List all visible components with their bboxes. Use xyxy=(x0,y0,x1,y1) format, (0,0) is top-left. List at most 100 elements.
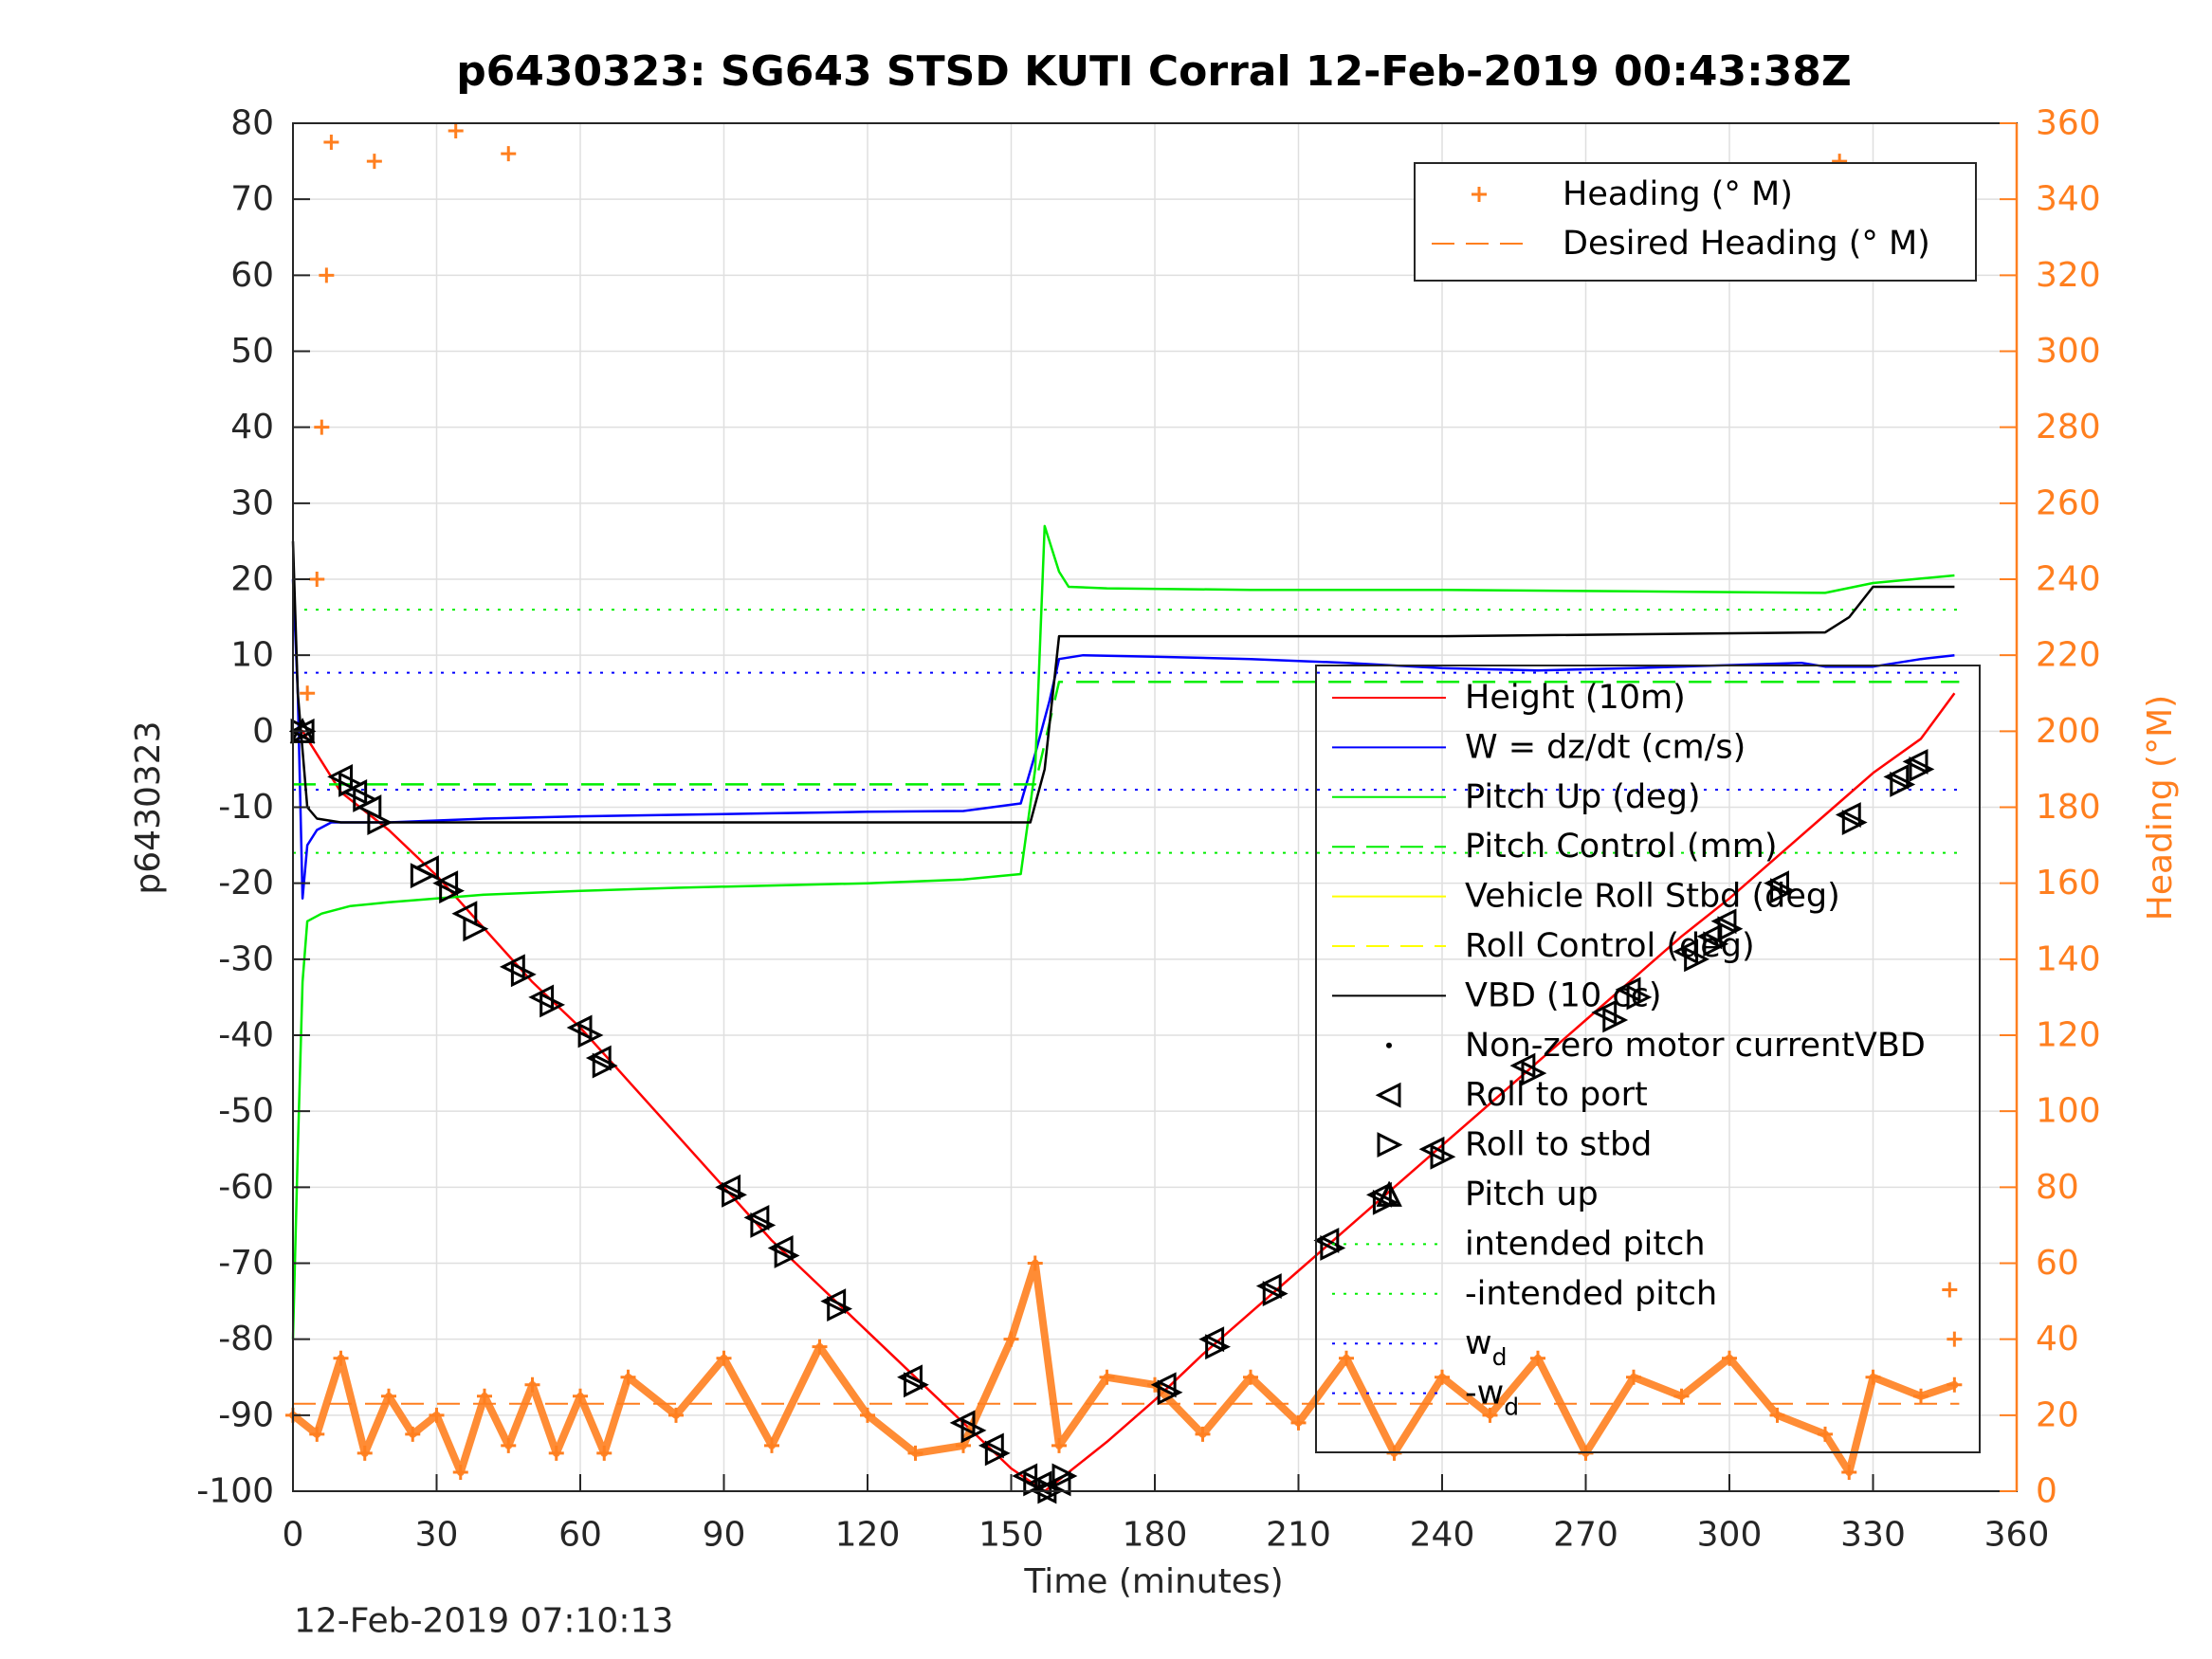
roll-to-stbd-marker xyxy=(510,961,537,988)
roll-to-port-marker xyxy=(1255,1273,1282,1299)
legend-main-label: Pitch up xyxy=(1465,1176,1599,1213)
roll-to-stbd-marker xyxy=(439,878,466,904)
x-tick-label: 330 xyxy=(1840,1516,1906,1555)
heading-point xyxy=(524,1376,540,1393)
heading-outlier-point xyxy=(501,146,517,162)
heading-point xyxy=(1243,1369,1258,1385)
y2-tick-label: 200 xyxy=(2036,712,2101,751)
legend-main-label: Roll to port xyxy=(1465,1076,1648,1114)
timestamp-footer: 12-Feb-2019 07:10:13 xyxy=(294,1601,674,1641)
grid xyxy=(292,122,2018,1492)
y2-tick-label: 160 xyxy=(2036,864,2101,902)
roll-to-port-marker xyxy=(1710,908,1737,935)
y-tick-label: 40 xyxy=(230,408,274,447)
x-tick-label: 180 xyxy=(1123,1516,1188,1555)
heading-point xyxy=(1769,1407,1785,1423)
heading-point xyxy=(573,1388,588,1404)
legend-main: Height (10m) W = dz/dt (cm/s) Pitch Up (de… xyxy=(1315,665,1981,1453)
roll-to-port-marker xyxy=(715,1174,741,1200)
roll-to-port-marker xyxy=(978,1432,1004,1459)
y2-tick-label: 0 xyxy=(2036,1472,2057,1511)
legend-heading-label: Heading (° M) xyxy=(1563,175,1793,213)
y2-tick-label: 120 xyxy=(2036,1016,2101,1055)
heading-outlier-point xyxy=(314,419,330,435)
roll-to-port-marker xyxy=(1835,802,1861,828)
y2-tick-label: 260 xyxy=(2036,483,2101,522)
y2-tick-label: 360 xyxy=(2036,104,2101,143)
heading-point xyxy=(716,1350,732,1366)
roll-to-stbd-marker xyxy=(1909,756,1935,782)
heading-point xyxy=(1947,1376,1963,1393)
legend-heading-label: Desired Heading (° M) xyxy=(1563,225,1930,263)
roll-to-stbd-marker xyxy=(1157,1379,1183,1406)
legend-main-label: wd xyxy=(1465,1324,1508,1371)
series-layer xyxy=(285,123,1963,1493)
legend-sample-dot xyxy=(1386,1042,1392,1048)
y-axis-label: p6430323 xyxy=(129,720,168,894)
heading-point xyxy=(1818,1426,1833,1442)
y2-axis-label: Heading (°M) xyxy=(2141,695,2180,921)
roll-to-port-marker xyxy=(1764,870,1789,897)
roll-to-stbd-marker xyxy=(539,992,566,1018)
heading-point xyxy=(1027,1255,1043,1271)
y-tick-label: -60 xyxy=(218,1168,274,1207)
heading-outlier-point xyxy=(319,267,335,283)
x-tick-label: 150 xyxy=(978,1516,1044,1555)
heading-point xyxy=(477,1388,492,1404)
roll-to-stbd-marker xyxy=(1602,1007,1629,1033)
legend-main-label: intended pitch xyxy=(1465,1225,1706,1263)
y-tick-label: 20 xyxy=(230,560,274,599)
roll-to-port-marker xyxy=(767,1235,794,1261)
roll-to-port-marker xyxy=(897,1364,923,1391)
legend-main-label: -intended pitch xyxy=(1465,1275,1717,1313)
y-tick-label: -10 xyxy=(218,788,274,827)
legend-subscript: d xyxy=(1492,1343,1508,1371)
y2-tick-label: 240 xyxy=(2036,560,2101,599)
y2-tick-label: 340 xyxy=(2036,180,2101,219)
roll-to-port-marker xyxy=(1902,748,1929,775)
y2-tick-label: 100 xyxy=(2036,1092,2101,1131)
y-tick-label: -80 xyxy=(218,1320,274,1358)
heading-point xyxy=(548,1445,564,1461)
roll-to-stbd-marker xyxy=(1841,810,1868,835)
roll-to-stbd-marker xyxy=(1684,946,1710,973)
x-tick-label: 240 xyxy=(1410,1516,1475,1555)
series-line xyxy=(293,692,1956,1493)
legend-sample-tri-left xyxy=(1375,1082,1401,1108)
x-tick-label: 0 xyxy=(283,1516,304,1555)
y2-tick-label: 280 xyxy=(2036,408,2101,447)
roll-to-stbd-marker xyxy=(1626,984,1653,1011)
y-tick-label: 30 xyxy=(230,483,274,522)
heading-outlier-point xyxy=(300,685,316,702)
roll-to-stbd-marker xyxy=(1890,772,1916,797)
marker-layer xyxy=(288,717,1935,1504)
heading-point xyxy=(1913,1388,1929,1404)
roll-to-stbd-marker xyxy=(367,810,393,835)
y-tick-label: -100 xyxy=(196,1472,274,1511)
legend-main-label: Roll to stbd xyxy=(1465,1126,1652,1164)
y2-tick-label: 60 xyxy=(2036,1244,2079,1283)
roll-to-stbd-marker xyxy=(827,1296,853,1322)
x-tick-label: 120 xyxy=(835,1516,901,1555)
roll-to-port-marker xyxy=(1313,1228,1340,1253)
y-tick-label: -70 xyxy=(218,1244,274,1283)
x-axis-label: Time (minutes) xyxy=(1023,1562,1283,1601)
y2-tick-label: 180 xyxy=(2036,788,2101,827)
x-tick-label: 270 xyxy=(1553,1516,1618,1555)
legend-main-label: Non-zero motor currentVBD xyxy=(1465,1027,1926,1065)
series-line xyxy=(291,540,1955,824)
roll-to-stbd-marker xyxy=(1205,1334,1232,1360)
y-tick-label: 70 xyxy=(230,180,274,219)
heading-point xyxy=(620,1369,636,1385)
legend-main-label: Pitch Up (deg) xyxy=(1465,778,1701,816)
roll-to-stbd-marker xyxy=(1770,878,1796,904)
heading-outlier-point xyxy=(309,572,325,587)
heading-point xyxy=(381,1388,396,1404)
x-tick-label: 60 xyxy=(558,1516,602,1555)
heading-point xyxy=(1339,1350,1354,1366)
heading-point xyxy=(1435,1369,1450,1385)
y2-tick-label: 320 xyxy=(2036,256,2101,295)
y-tick-label: -40 xyxy=(218,1016,274,1055)
roll-to-stbd-marker xyxy=(338,772,364,797)
